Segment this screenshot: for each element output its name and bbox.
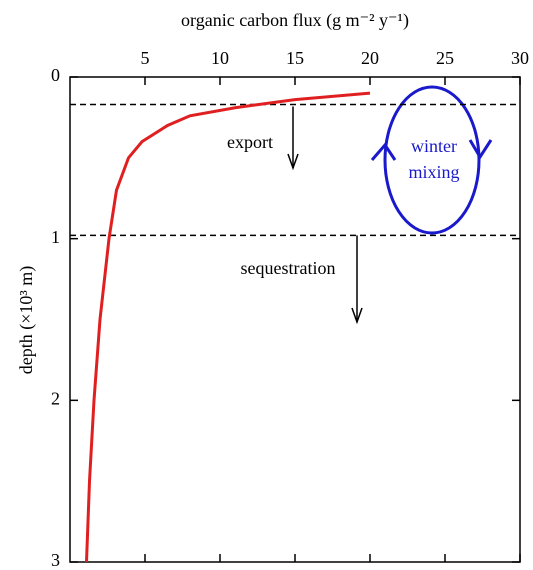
y-tick-label: 2 xyxy=(51,388,60,408)
y-tick-label: 0 xyxy=(51,65,60,85)
annotation: mixing xyxy=(408,162,459,182)
x-tick-label: 5 xyxy=(141,48,150,68)
arrow-head xyxy=(351,307,363,325)
y-tick-label: 3 xyxy=(51,550,60,570)
x-tick-label: 25 xyxy=(436,48,454,68)
data-line xyxy=(85,91,371,563)
annotation: export xyxy=(227,132,273,152)
x-tick-label: 15 xyxy=(286,48,304,68)
winter-mixing-loop xyxy=(370,85,493,235)
x-tick-label: 20 xyxy=(361,48,379,68)
y-axis-label: depth (×10³ m) xyxy=(16,266,37,375)
x-axis-label: organic carbon flux (g m⁻² y⁻¹) xyxy=(181,10,409,31)
x-tick-label: 10 xyxy=(211,48,229,68)
annotation: winter xyxy=(411,136,457,156)
annotation: sequestration xyxy=(241,258,336,278)
arrow-head xyxy=(287,153,299,171)
x-tick-label: 30 xyxy=(511,48,529,68)
y-tick-label: 1 xyxy=(51,227,60,247)
